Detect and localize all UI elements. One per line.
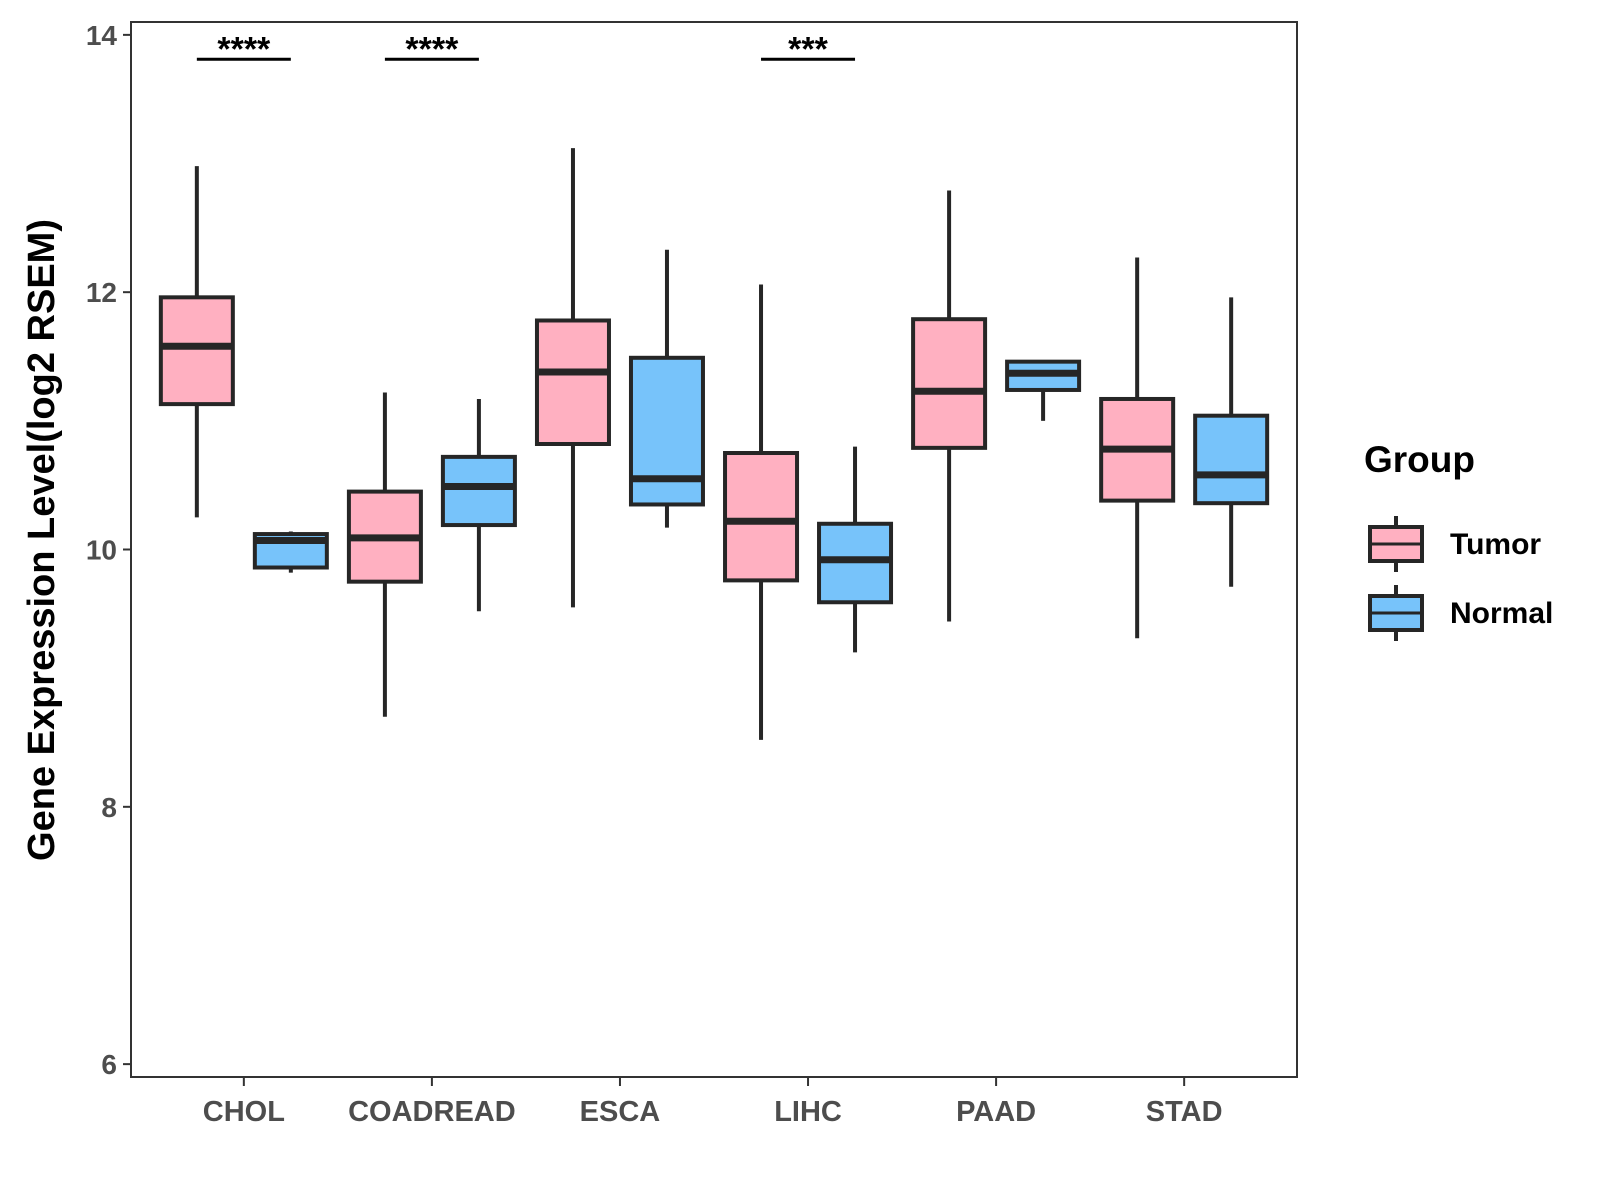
- legend: Group Tumor Normal: [1364, 439, 1553, 641]
- box-normal-chol: [252, 531, 329, 573]
- box-body: [158, 295, 235, 407]
- significance-chol: ****: [196, 30, 291, 68]
- legend-label: Normal: [1450, 597, 1553, 630]
- box-tumor-chol: [158, 166, 235, 518]
- box-normal-paad: [1005, 359, 1082, 421]
- box-body: [723, 451, 800, 583]
- x-tick-label-paad: PAAD: [956, 1096, 1036, 1128]
- x-tick-label-chol: CHOL: [203, 1096, 285, 1128]
- y-tick-label: 12: [86, 277, 117, 308]
- x-tick-label-lihc: LIHC: [774, 1096, 842, 1128]
- legend-entry-tumor: Tumor: [1368, 516, 1541, 572]
- box-body: [1193, 413, 1270, 506]
- legend-entry-normal: Normal: [1368, 585, 1553, 641]
- box-normal-stad: [1193, 297, 1270, 587]
- box-tumor-paad: [911, 190, 988, 622]
- significance-coadread: ****: [384, 30, 479, 68]
- box-body: [628, 355, 705, 507]
- y-tick-label: 8: [101, 792, 117, 823]
- significance-lihc: ***: [761, 30, 856, 68]
- box-tumor-stad: [1099, 257, 1176, 639]
- box-normal-esca: [628, 249, 705, 528]
- legend-title: Group: [1364, 439, 1475, 480]
- box-normal-lihc: [817, 446, 894, 653]
- x-tick-label-stad: STAD: [1146, 1096, 1223, 1128]
- y-tick-label: 10: [86, 535, 117, 566]
- box-body: [911, 317, 988, 450]
- significance-label: ****: [217, 30, 271, 68]
- axes: 6 8 10 12 14 CHOL COADREAD ESCA LIHC PAAD STAD: [86, 20, 1298, 1128]
- y-axis-label: Gene Expression Level(log2 RSEM): [21, 219, 63, 861]
- box-tumor-lihc: [723, 284, 800, 740]
- x-tick-label-coadread: COADREAD: [348, 1096, 516, 1128]
- box-tumor-coadread: [346, 392, 423, 717]
- significance-label: ****: [405, 30, 459, 68]
- y-tick-label: 6: [101, 1049, 117, 1080]
- significance-label: ***: [788, 30, 828, 68]
- legend-label: Tumor: [1450, 528, 1541, 561]
- box-body: [440, 454, 517, 528]
- box-normal-coadread: [440, 398, 517, 612]
- box-tumor-esca: [534, 148, 611, 608]
- x-tick-label-esca: ESCA: [580, 1096, 661, 1128]
- box-body: [534, 318, 611, 446]
- y-tick-label: 14: [86, 20, 118, 51]
- plot-area: **** **** ***: [158, 30, 1270, 740]
